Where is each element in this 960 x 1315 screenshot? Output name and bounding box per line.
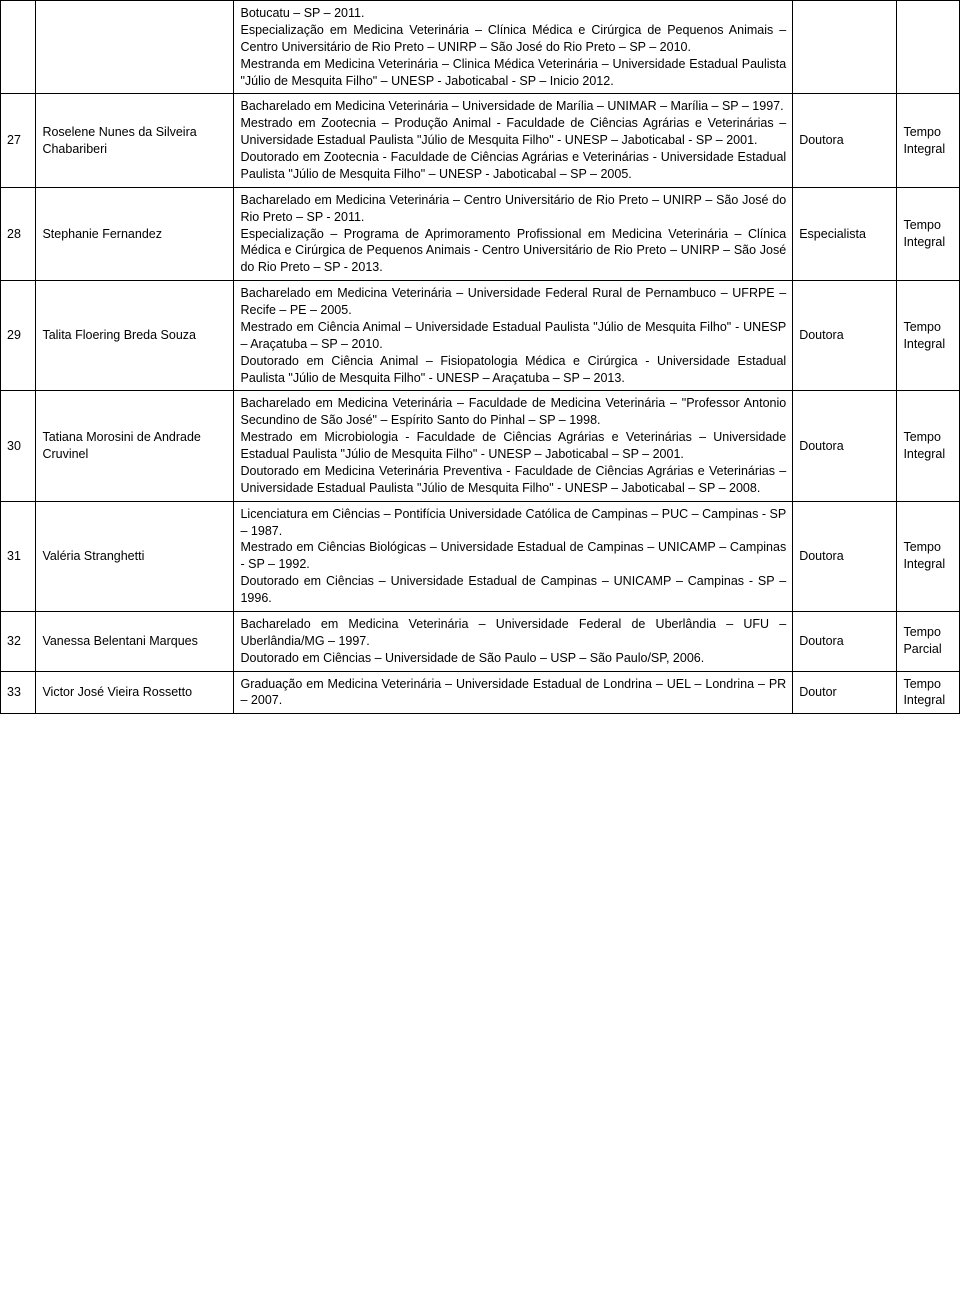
table-row: 28 Stephanie Fernandez Bacharelado em Me… — [1, 187, 960, 280]
desc-text: Botucatu – SP – 2011.Especialização em M… — [240, 5, 786, 89]
desc-text: Bacharelado em Medicina Veterinária – Un… — [240, 98, 786, 182]
desc-text: Bacharelado em Medicina Veterinária – Un… — [240, 285, 786, 386]
cell-name: Stephanie Fernandez — [36, 187, 234, 280]
cell-name: Victor José Vieira Rossetto — [36, 671, 234, 714]
cell-desc: Bacharelado em Medicina Veterinária – Un… — [234, 281, 793, 391]
cell-desc: Botucatu – SP – 2011.Especialização em M… — [234, 1, 793, 94]
cell-title — [793, 1, 897, 94]
cell-num: 33 — [1, 671, 36, 714]
cell-name: Vanessa Belentani Marques — [36, 611, 234, 671]
cell-desc: Graduação em Medicina Veterinária – Univ… — [234, 671, 793, 714]
cell-desc: Bacharelado em Medicina Veterinária – Un… — [234, 611, 793, 671]
desc-text: Licenciatura em Ciências – Pontifícia Un… — [240, 506, 786, 607]
cell-title: Doutora — [793, 501, 897, 611]
cell-num: 31 — [1, 501, 36, 611]
cell-name: Tatiana Morosini de Andrade Cruvinel — [36, 391, 234, 501]
cell-regime: Tempo Integral — [897, 671, 960, 714]
cell-title: Especialista — [793, 187, 897, 280]
table-row: 27 Roselene Nunes da Silveira Chabariber… — [1, 94, 960, 187]
table-row: 30 Tatiana Morosini de Andrade Cruvinel … — [1, 391, 960, 501]
desc-text: Graduação em Medicina Veterinária – Univ… — [240, 676, 786, 710]
cell-num: 27 — [1, 94, 36, 187]
cell-regime: Tempo Integral — [897, 501, 960, 611]
cell-name: Talita Floering Breda Souza — [36, 281, 234, 391]
table-row: Botucatu – SP – 2011.Especialização em M… — [1, 1, 960, 94]
cell-regime: Tempo Integral — [897, 281, 960, 391]
table-row: 32 Vanessa Belentani Marques Bacharelado… — [1, 611, 960, 671]
table-row: 33 Victor José Vieira Rossetto Graduação… — [1, 671, 960, 714]
cell-name: Valéria Stranghetti — [36, 501, 234, 611]
cell-desc: Licenciatura em Ciências – Pontifícia Un… — [234, 501, 793, 611]
cell-num: 29 — [1, 281, 36, 391]
cell-title: Doutora — [793, 94, 897, 187]
cell-regime: Tempo Integral — [897, 391, 960, 501]
cell-regime: Tempo Parcial — [897, 611, 960, 671]
table-body: Botucatu – SP – 2011.Especialização em M… — [1, 1, 960, 714]
cell-title: Doutor — [793, 671, 897, 714]
faculty-table: Botucatu – SP – 2011.Especialização em M… — [0, 0, 960, 714]
cell-num — [1, 1, 36, 94]
cell-regime: Tempo Integral — [897, 94, 960, 187]
cell-desc: Bacharelado em Medicina Veterinária – Un… — [234, 94, 793, 187]
desc-text: Bacharelado em Medicina Veterinária – Ce… — [240, 192, 786, 276]
cell-name — [36, 1, 234, 94]
cell-title: Doutora — [793, 611, 897, 671]
cell-num: 32 — [1, 611, 36, 671]
table-row: 29 Talita Floering Breda Souza Bacharela… — [1, 281, 960, 391]
cell-name: Roselene Nunes da Silveira Chabariberi — [36, 94, 234, 187]
cell-desc: Bacharelado em Medicina Veterinária – Fa… — [234, 391, 793, 501]
cell-title: Doutora — [793, 281, 897, 391]
cell-title: Doutora — [793, 391, 897, 501]
cell-num: 28 — [1, 187, 36, 280]
cell-desc: Bacharelado em Medicina Veterinária – Ce… — [234, 187, 793, 280]
cell-num: 30 — [1, 391, 36, 501]
cell-regime — [897, 1, 960, 94]
table-row: 31 Valéria Stranghetti Licenciatura em C… — [1, 501, 960, 611]
desc-text: Bacharelado em Medicina Veterinária – Un… — [240, 616, 786, 667]
cell-regime: Tempo Integral — [897, 187, 960, 280]
desc-text: Bacharelado em Medicina Veterinária – Fa… — [240, 395, 786, 496]
